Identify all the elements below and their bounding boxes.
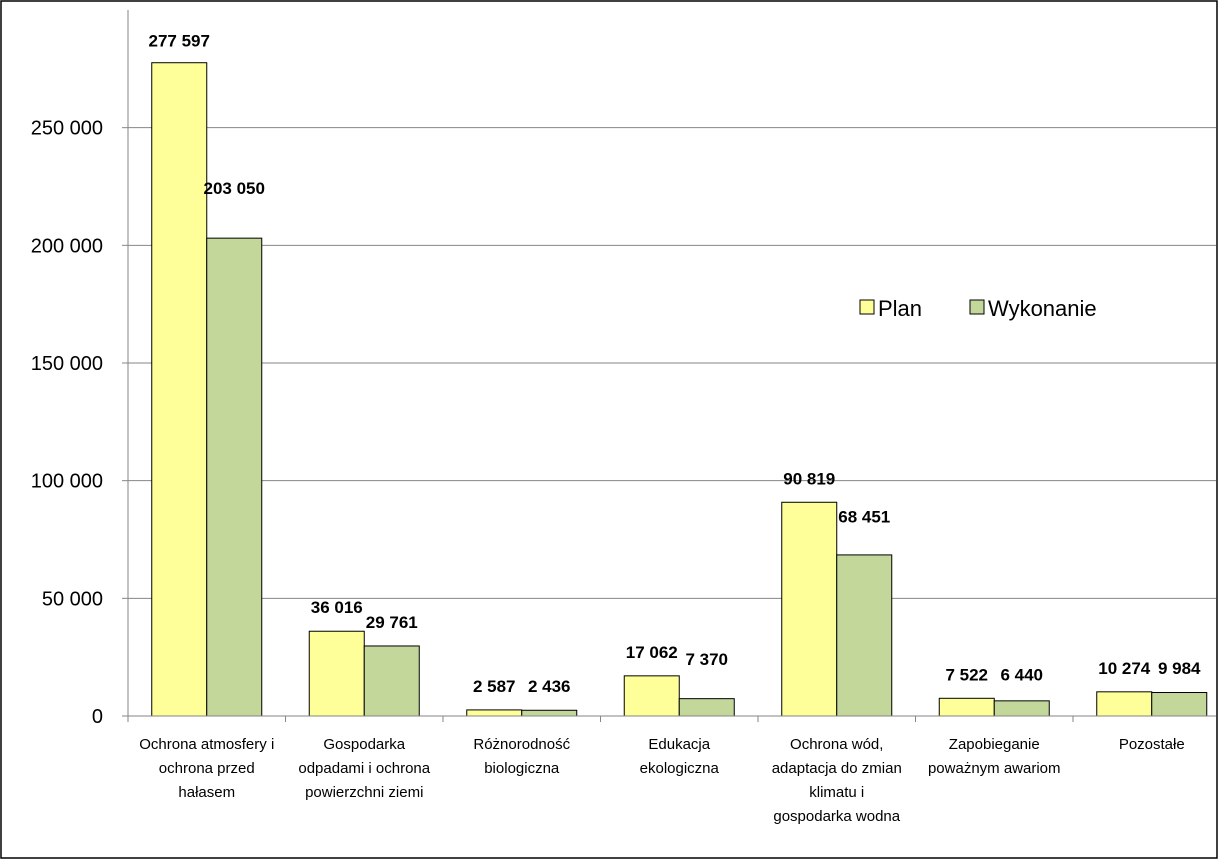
bar-wykonanie xyxy=(521,709,578,717)
gridlines xyxy=(128,127,1216,599)
bar-plan xyxy=(623,675,680,717)
legend-swatch xyxy=(969,299,985,315)
bar-wykonanie xyxy=(993,700,1050,717)
data-label-wykonanie: 29 761 xyxy=(366,613,418,632)
data-label-wykonanie: 68 451 xyxy=(838,508,890,527)
y-tick-label: 150 000 xyxy=(31,353,103,375)
y-tick-label: 100 000 xyxy=(31,471,103,493)
bar-plan xyxy=(151,62,208,717)
bar-plan xyxy=(781,501,838,717)
data-label-plan: 10 274 xyxy=(1098,659,1151,678)
legend-item-plan: Plan xyxy=(859,296,922,321)
data-label-wykonanie: 6 440 xyxy=(1000,665,1043,684)
bar-wykonanie xyxy=(1151,692,1208,717)
bar-wykonanie xyxy=(206,237,263,717)
data-label-plan: 17 062 xyxy=(626,643,678,662)
y-tick-label: 200 000 xyxy=(31,235,103,257)
x-category-label: Edukacja ekologiczna xyxy=(640,736,720,777)
data-label-plan: 2 587 xyxy=(473,677,516,696)
y-tick-label: 0 xyxy=(92,706,103,728)
legend-label: Wykonanie xyxy=(988,296,1097,321)
data-label-wykonanie: 2 436 xyxy=(528,677,571,696)
data-label-plan: 90 819 xyxy=(783,469,835,488)
x-axis-category-labels: Ochrona atmosfery i ochrona przed hałasem G… xyxy=(139,736,1184,825)
axes xyxy=(122,10,1216,722)
y-axis-tick-labels: 0 50 000 100 000 150 000 200 000 250 000 xyxy=(31,118,103,728)
data-label-wykonanie: 7 370 xyxy=(685,650,728,669)
data-label-wykonanie: 9 984 xyxy=(1158,659,1201,678)
bar-plan xyxy=(938,697,995,717)
x-category-label: Różnorodność biologiczna xyxy=(473,736,570,777)
legend-item-wykonanie: Wykonanie xyxy=(969,296,1097,321)
bar-plan xyxy=(1096,691,1153,717)
legend: Plan Wykonanie xyxy=(859,296,1097,321)
bars xyxy=(151,62,1208,717)
data-label-plan: 36 016 xyxy=(311,598,363,617)
x-category-label: Ochrona atmosfery i ochrona przed hałasem xyxy=(139,736,274,801)
data-label-plan: 277 597 xyxy=(149,32,210,51)
x-category-label: Pozostałe xyxy=(1119,736,1185,753)
x-category-label: Zapobieganie poważnym awariom xyxy=(928,736,1061,777)
bar-wykonanie xyxy=(678,698,735,717)
legend-label: Plan xyxy=(878,296,922,321)
bar-plan xyxy=(308,630,365,717)
data-label-plan: 7 522 xyxy=(945,665,988,684)
bar-wykonanie xyxy=(836,554,893,717)
y-tick-label: 250 000 xyxy=(31,118,103,140)
legend-swatch xyxy=(859,299,875,315)
bar-plan xyxy=(466,709,523,717)
y-tick-label: 50 000 xyxy=(42,588,103,610)
x-category-label: Gospodarka odpadami i ochrona powierzchni … xyxy=(298,736,430,801)
bar-wykonanie xyxy=(363,645,420,717)
data-label-wykonanie: 203 050 xyxy=(204,179,265,198)
